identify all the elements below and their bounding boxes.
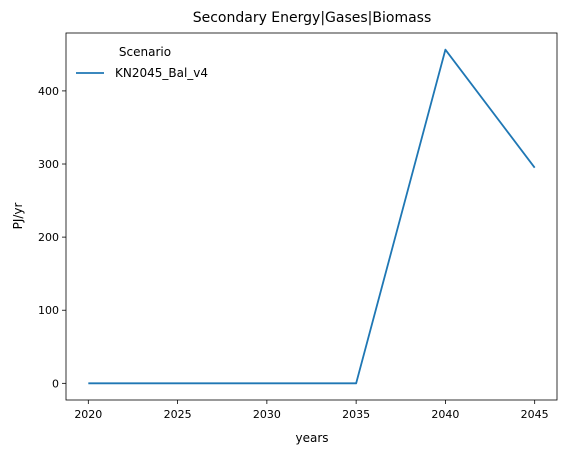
x-tick-label: 2040 <box>431 408 459 421</box>
y-tick-label: 400 <box>38 85 59 98</box>
y-tick-label: 0 <box>52 377 59 390</box>
y-tick-label: 300 <box>38 158 59 171</box>
plot-area <box>65 32 558 401</box>
x-tick-label: 2030 <box>253 408 281 421</box>
legend-title: Scenario <box>119 45 171 59</box>
y-tick-label: 100 <box>38 304 59 317</box>
y-axis-label: PJ/yr <box>11 203 25 230</box>
x-tick-label: 2025 <box>164 408 192 421</box>
x-axis: 2020 2025 2030 2035 2040 2045 <box>74 400 549 421</box>
x-tick-label: 2035 <box>342 408 370 421</box>
legend: Scenario KN2045_Bal_v4 <box>76 45 208 80</box>
x-axis-label: years <box>295 431 328 445</box>
legend-label-kn2045-bal-v4: KN2045_Bal_v4 <box>115 66 208 80</box>
y-tick-label: 200 <box>38 231 59 244</box>
series-lines <box>88 48 536 385</box>
x-tick-label: 2020 <box>74 408 102 421</box>
chart-title: Secondary Energy|Gases|Biomass <box>193 10 432 26</box>
series-line-0 <box>88 48 536 385</box>
y-axis: 0 100 200 300 400 <box>38 85 66 390</box>
x-tick-label: 2045 <box>521 408 549 421</box>
